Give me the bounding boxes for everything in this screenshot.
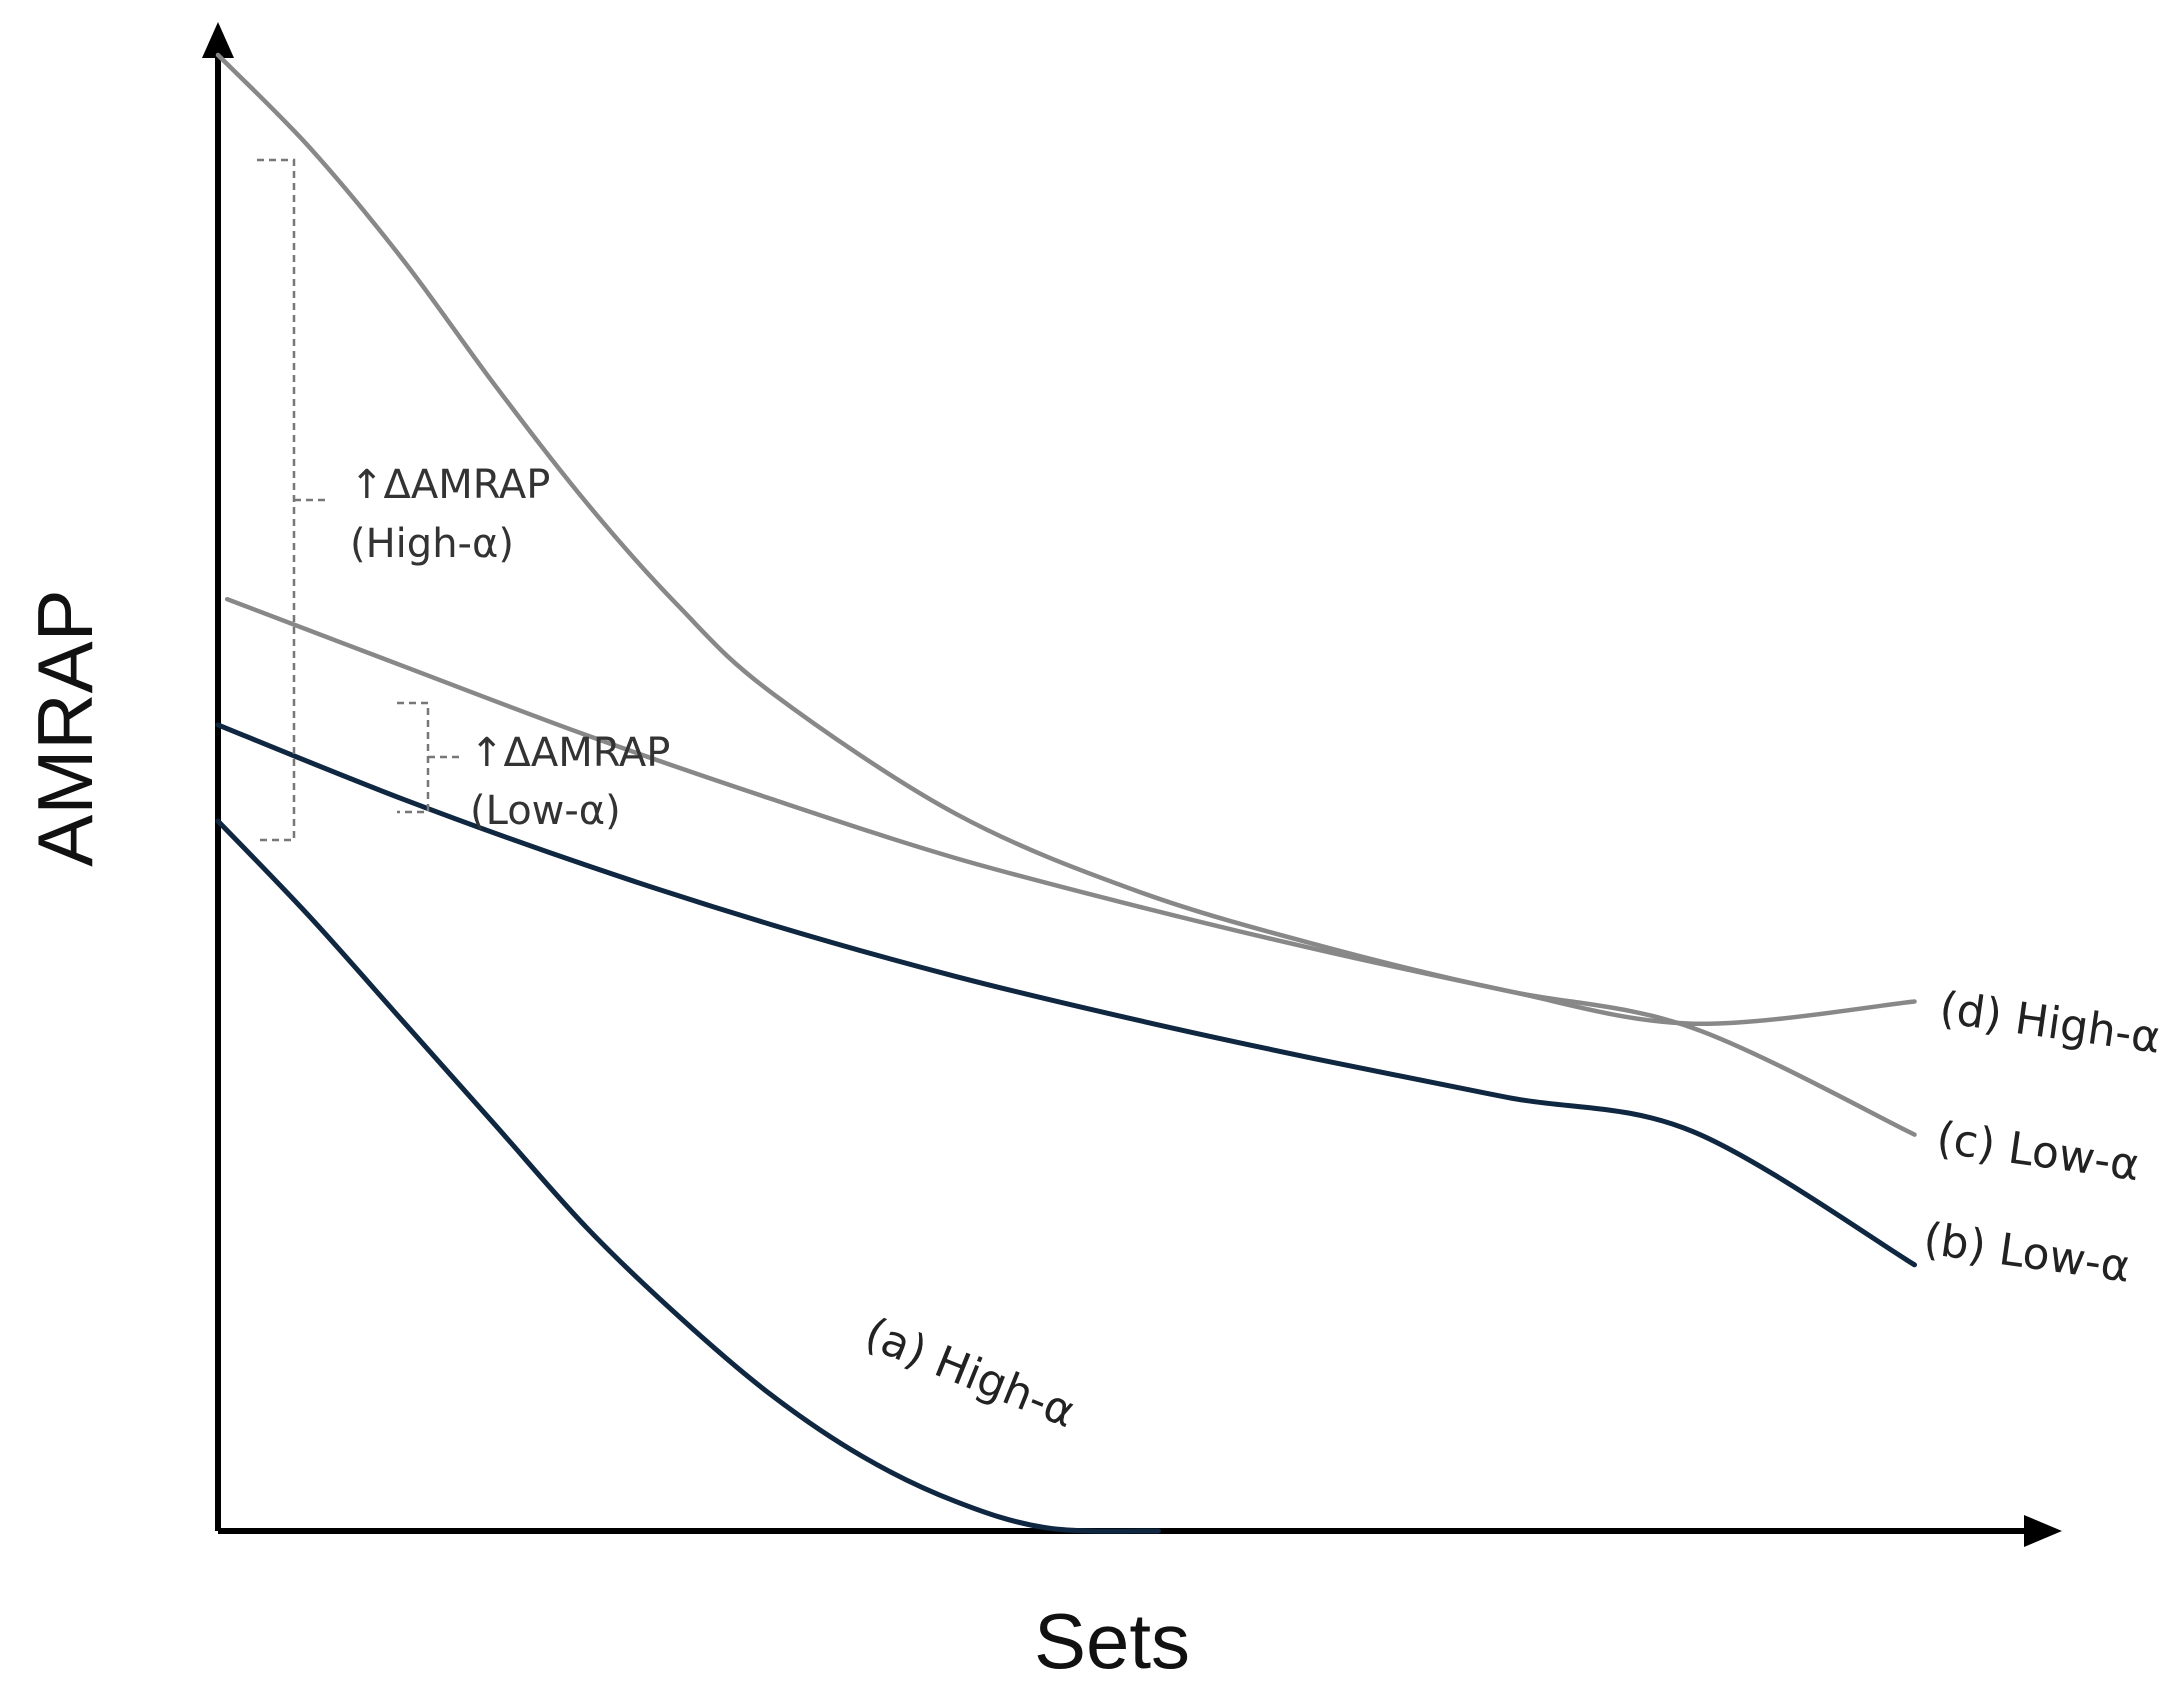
annotation-high-alpha-line1: ↑ΔAMRAP	[350, 462, 550, 508]
bracket-low-alpha	[397, 701, 460, 814]
series-label-b: (b) Low-α	[1920, 1213, 2133, 1292]
series-line-b	[215, 722, 1917, 1268]
annotation-high-alpha-line2: (High-α)	[350, 521, 514, 567]
x-axis-title: Sets	[1034, 1597, 1190, 1685]
y-axis-arrowhead	[202, 22, 234, 58]
series-line-a	[215, 818, 1161, 1534]
series-label-d: (d) High-α	[1936, 982, 2163, 1063]
bracket-high-alpha	[257, 158, 330, 842]
annotation-low-alpha-line1: ↑ΔAMRAP	[470, 730, 670, 776]
series-label-a: (a) High-α	[858, 1308, 1082, 1438]
series-lines	[215, 52, 1917, 1534]
y-axis-title: AMRAP	[21, 589, 109, 866]
series-label-c: (c) Low-α	[1933, 1112, 2142, 1191]
x-axis-arrowhead	[2024, 1515, 2062, 1547]
series-line-d	[215, 52, 1917, 1027]
annotation-low-alpha: ↑ΔAMRAP (Low-α)	[397, 701, 670, 834]
axes	[202, 22, 2062, 1547]
series-line-c	[224, 596, 1917, 1137]
annotation-high-alpha: ↑ΔAMRAP (High-α)	[257, 158, 550, 842]
annotation-low-alpha-line2: (Low-α)	[470, 788, 621, 834]
